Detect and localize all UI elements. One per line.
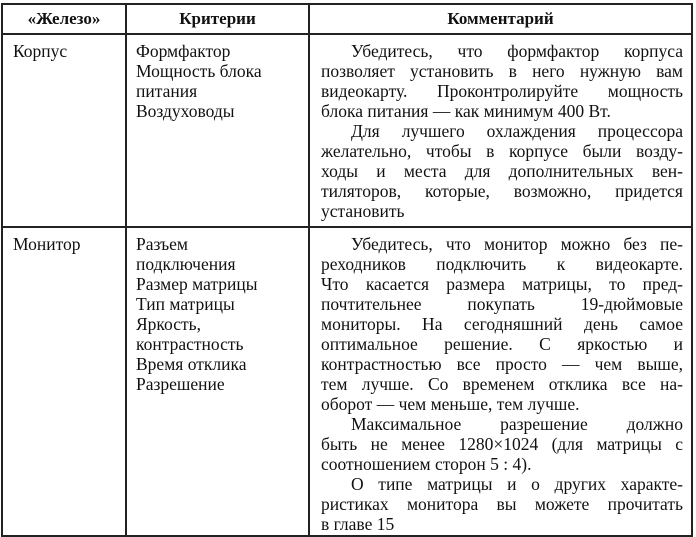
comment-line: в главе 15 bbox=[321, 514, 395, 534]
header-criteria: Критерии bbox=[125, 3, 310, 35]
criteria-cell: Разъем подключения Размер матрицы Тип матри… bbox=[125, 226, 310, 537]
comment-line: ристиках монитора вы можете прочитать bbox=[321, 494, 683, 514]
comment-line: позволяет установить в него нужную вам bbox=[321, 61, 683, 81]
comment-line: быть не менее 1280×1024 (для матрицы с bbox=[321, 434, 683, 454]
criteria-cell: Формфактор Мощность блока питания Воздухово… bbox=[125, 33, 310, 228]
comment-line: ходы и места для дополнительных вен- bbox=[321, 161, 683, 181]
comment-line: оптимальное решение. С яркостью и bbox=[321, 334, 683, 354]
criteria-line: Разрешение bbox=[136, 374, 225, 394]
criteria-line: Размер матрицы bbox=[136, 274, 258, 294]
criteria-line: подключения bbox=[136, 254, 236, 274]
comment-line: мониторы. На сегодняшний день самое bbox=[321, 314, 683, 334]
comment-line: тем лучше. Со временем отклика все на- bbox=[321, 374, 683, 394]
comment-line: тиляторов, которые, возможно, придется bbox=[321, 181, 683, 201]
criteria-line: Тип матрицы bbox=[136, 294, 235, 314]
comment-cell: Убедитесь, что формфактор корпуса позволя… bbox=[308, 33, 693, 228]
header-hardware: «Железо» bbox=[1, 3, 127, 35]
comment-line: видеокарту. Проконтролируйте мощность bbox=[321, 81, 683, 101]
comment-line: Для лучшего охлаждения процессора bbox=[351, 121, 683, 141]
comment-line: почтительнее покупать 19-дюймовые bbox=[321, 294, 683, 314]
criteria-line: контрастность bbox=[136, 334, 244, 354]
comment-line: контрастностью все просто — чем выше, bbox=[321, 354, 683, 374]
criteria-line: Разъем bbox=[136, 234, 189, 254]
criteria-line: Мощность блока bbox=[136, 61, 262, 81]
hardware-criteria-table: «Железо» Критерии Комментарий Корпус Форм… bbox=[1, 3, 693, 537]
comment-line: реходников подключить к видеокарте. bbox=[321, 254, 683, 274]
comment-line: Убедитесь, что монитор можно без пе- bbox=[351, 234, 683, 254]
table-row: Корпус Формфактор Мощность блока питания Воз… bbox=[1, 33, 693, 228]
hardware-cell: Монитор bbox=[1, 226, 127, 537]
comment-line: О типе матрицы и о других характе- bbox=[351, 474, 683, 494]
comment-line: желательно, чтобы в корпусе были возду- bbox=[321, 141, 683, 161]
header-comment: Комментарий bbox=[308, 3, 693, 35]
comment-line: блока питания — как минимум 400 Вт. bbox=[321, 101, 611, 121]
criteria-line: Время отклика bbox=[136, 354, 247, 374]
comment-line: установить bbox=[321, 201, 405, 221]
comment-line: соотношением сторон 5 : 4). bbox=[321, 454, 532, 474]
criteria-line: Яркость, bbox=[136, 314, 201, 334]
criteria-line: Воздуховоды bbox=[136, 101, 235, 121]
comment-cell: Убедитесь, что монитор можно без пе-рехо… bbox=[308, 226, 693, 537]
comment-line: оборот — чем меньше, тем лучше. bbox=[321, 394, 580, 414]
comment-line: Убедитесь, что формфактор корпуса bbox=[351, 41, 683, 61]
comment-line: Максимальное разрешение должно bbox=[351, 414, 683, 434]
criteria-line: питания bbox=[136, 81, 198, 101]
criteria-line: Формфактор bbox=[136, 41, 231, 61]
hardware-cell: Корпус bbox=[1, 33, 127, 228]
header-row: «Железо» Критерии Комментарий bbox=[1, 3, 693, 35]
table-row: Монитор Разъем подключения Размер матрицы Ти… bbox=[1, 226, 693, 537]
comment-line: Что касается размера матрицы, то пред- bbox=[321, 274, 683, 294]
